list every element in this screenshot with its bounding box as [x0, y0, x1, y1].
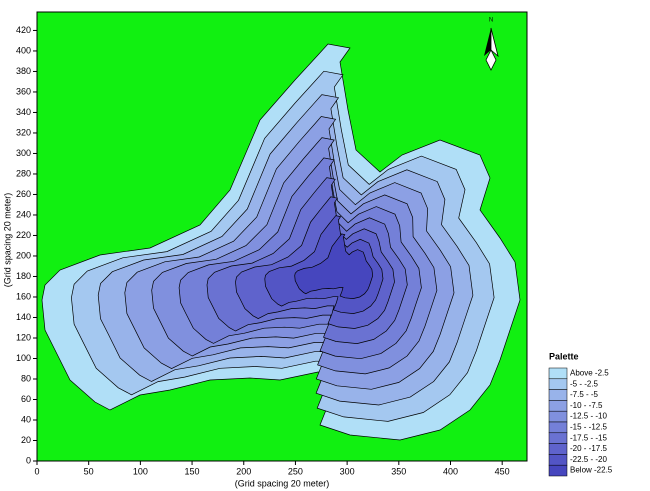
y-tick-label: 280	[16, 168, 31, 178]
arrow-right	[490, 27, 499, 58]
x-tick-label: 400	[443, 466, 458, 476]
y-tick-label: 60	[21, 394, 31, 404]
y-tick-label: 180	[16, 271, 31, 281]
legend-swatch	[548, 400, 568, 412]
legend-swatch	[548, 454, 568, 466]
y-tick-label: 260	[16, 189, 31, 199]
legend-label: -12.5 - -10	[570, 412, 607, 421]
x-tick-label: 150	[185, 466, 200, 476]
y-tick-label: 0	[26, 455, 31, 465]
y-tick-label: 20	[21, 435, 31, 445]
legend-swatch	[548, 378, 568, 390]
legend-swatch	[548, 410, 568, 423]
legend-title: Palette	[549, 351, 579, 361]
x-axis-label: (Grid spacing 20 meter)	[235, 478, 330, 488]
legend-swatch	[548, 389, 568, 401]
x-tick-label: 200	[236, 466, 251, 476]
x-tick-label: 0	[34, 466, 39, 476]
north-arrow: N	[484, 18, 499, 71]
north-label: N	[489, 18, 493, 24]
y-tick-label: 140	[16, 312, 31, 322]
legend-swatch	[548, 432, 568, 444]
plot-frame	[36, 11, 528, 462]
y-tick-label: 340	[16, 107, 31, 117]
x-tick-label: 300	[340, 466, 355, 476]
legend-label: -5 - -2.5	[570, 379, 599, 388]
y-tick-label: 360	[16, 86, 31, 96]
legend-label: -7.5 - -5	[570, 390, 599, 399]
legend: Above -2.5-5 - -2.5 -7.5 - -5 -10 - -7.5 -1…	[548, 367, 613, 477]
legend-label: -15 - -12.5	[570, 423, 607, 432]
legend-label: -17.5 - -15	[570, 433, 607, 442]
y-tick-label: 120	[16, 332, 31, 342]
y-tick-label: 240	[16, 209, 31, 219]
legend-label: -22.5 - -20	[570, 455, 607, 464]
y-tick-label: 200	[16, 250, 31, 260]
x-tick-label: 250	[288, 466, 303, 476]
y-axis-label: (Grid spacing 20 meter)	[2, 193, 12, 288]
y-tick-label: 380	[16, 66, 31, 76]
y-tick-label: 320	[16, 127, 31, 137]
legend-label: Below -22.5	[570, 466, 613, 475]
y-tick-label: 100	[16, 353, 31, 363]
legend-label: -20 - -17.5	[570, 444, 607, 453]
arrow-tail	[485, 49, 497, 71]
y-tick-label: 220	[16, 230, 31, 240]
y-tick-label: 300	[16, 148, 31, 158]
legend-swatch	[548, 464, 568, 477]
x-tick-label: 100	[133, 466, 148, 476]
y-tick-label: 400	[16, 45, 31, 55]
x-tick-label: 50	[84, 466, 94, 476]
lake	[41, 43, 521, 441]
legend-swatch	[548, 443, 568, 455]
legend-label: -10 - -7.5	[570, 401, 603, 410]
y-tick-label: 80	[21, 373, 31, 383]
y-tick-label: 420	[16, 25, 31, 35]
y-tick-label: 160	[16, 291, 31, 301]
arrow-left	[484, 28, 491, 56]
legend-swatch	[548, 421, 568, 434]
x-tick-label: 350	[391, 466, 406, 476]
depth-zone	[294, 233, 374, 299]
y-tick-label: 40	[21, 414, 31, 424]
legend-label: Above -2.5	[570, 369, 609, 378]
legend-swatch	[548, 367, 568, 380]
x-tick-label: 450	[495, 466, 510, 476]
